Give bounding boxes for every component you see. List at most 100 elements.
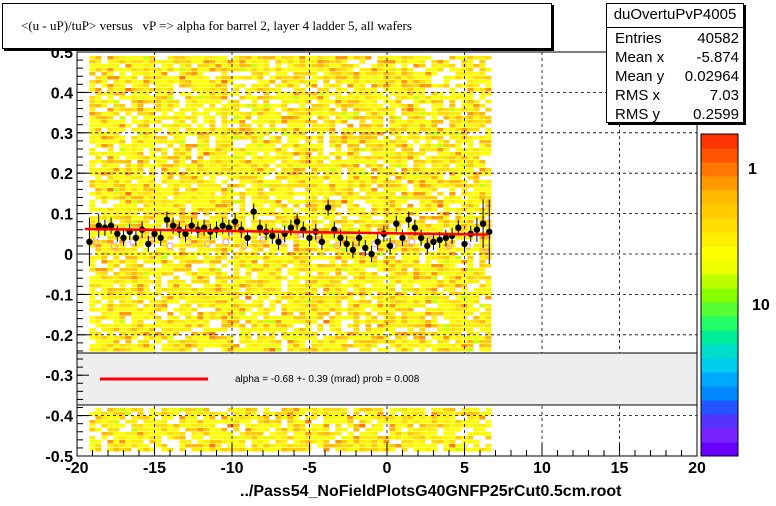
heatmap-cell xyxy=(407,332,414,336)
heatmap-cell xyxy=(143,60,150,64)
heatmap-cell xyxy=(323,168,330,172)
heatmap-cell xyxy=(335,168,342,172)
heatmap-cell xyxy=(233,448,240,452)
heatmap-cell xyxy=(365,412,372,416)
heatmap-cell xyxy=(479,268,486,272)
heatmap-cell xyxy=(479,124,486,128)
heatmap-cell xyxy=(341,440,348,444)
heatmap-cell xyxy=(263,152,270,156)
heatmap-cell xyxy=(137,144,144,148)
heatmap-cell xyxy=(419,204,426,208)
heatmap-cell xyxy=(431,300,438,304)
heatmap-cell xyxy=(467,96,474,100)
heatmap-cell xyxy=(89,84,96,88)
heatmap-cell xyxy=(317,280,324,284)
heatmap-cell xyxy=(131,60,138,64)
heatmap-cell xyxy=(479,240,486,244)
heatmap-cell xyxy=(413,312,420,316)
heatmap-cell xyxy=(185,176,192,180)
heatmap-cell xyxy=(323,124,330,128)
heatmap-cell xyxy=(383,444,390,448)
heatmap-cell xyxy=(155,268,162,272)
heatmap-cell xyxy=(485,284,492,288)
heatmap-cell xyxy=(323,188,330,192)
heatmap-cell xyxy=(317,212,324,216)
heatmap-cell xyxy=(221,84,228,88)
heatmap-cell xyxy=(401,80,408,84)
heatmap-cell xyxy=(257,280,264,284)
heatmap-cell xyxy=(245,264,252,268)
heatmap-cell xyxy=(269,348,276,352)
heatmap-cell xyxy=(257,64,264,68)
heatmap-cell xyxy=(215,300,222,304)
heatmap-cell xyxy=(281,84,288,88)
heatmap-cell xyxy=(371,440,378,444)
heatmap-cell xyxy=(329,436,336,440)
heatmap-cell xyxy=(131,168,138,172)
heatmap-cell xyxy=(311,124,318,128)
heatmap-cell xyxy=(245,136,252,140)
heatmap-cell xyxy=(293,172,300,176)
heatmap-cell xyxy=(197,184,204,188)
heatmap-cell xyxy=(227,204,234,208)
heatmap-cell xyxy=(473,192,480,196)
heatmap-cell xyxy=(371,136,378,140)
heatmap-cell xyxy=(347,152,354,156)
heatmap-cell xyxy=(395,216,402,220)
heatmap-cell xyxy=(89,292,96,296)
heatmap-cell xyxy=(371,320,378,324)
heatmap-cell xyxy=(281,248,288,252)
heatmap-cell xyxy=(395,96,402,100)
heatmap-cell xyxy=(449,124,456,128)
heatmap-cell xyxy=(419,164,426,168)
profile-point xyxy=(306,234,313,242)
heatmap-cell xyxy=(365,132,372,136)
heatmap-cell xyxy=(329,432,336,436)
heatmap-cell xyxy=(227,292,234,296)
heatmap-cell xyxy=(323,128,330,132)
heatmap-cell xyxy=(269,120,276,124)
heatmap-cell xyxy=(353,272,360,276)
heatmap-cell xyxy=(347,224,354,228)
heatmap-cell xyxy=(401,160,408,164)
heatmap-cell xyxy=(311,304,318,308)
heatmap-cell xyxy=(215,268,222,272)
heatmap-cell xyxy=(221,296,228,300)
heatmap-cell xyxy=(305,432,312,436)
heatmap-cell xyxy=(443,416,450,420)
heatmap-cell xyxy=(113,108,120,112)
heatmap-cell xyxy=(473,180,480,184)
heatmap-cell xyxy=(299,112,306,116)
heatmap-cell xyxy=(365,340,372,344)
heatmap-cell xyxy=(203,424,210,428)
heatmap-cell xyxy=(311,188,318,192)
heatmap-cell xyxy=(203,300,210,304)
heatmap-cell xyxy=(221,68,228,72)
heatmap-cell xyxy=(413,108,420,112)
heatmap-cell xyxy=(383,320,390,324)
heatmap-cell xyxy=(287,120,294,124)
heatmap-cell xyxy=(353,140,360,144)
heatmap-cell xyxy=(389,436,396,440)
heatmap-cell xyxy=(149,240,156,244)
heatmap-cell xyxy=(215,288,222,292)
heatmap-cell xyxy=(251,252,258,256)
heatmap-cell xyxy=(233,68,240,72)
profile-point xyxy=(275,238,282,246)
heatmap-cell xyxy=(95,152,102,156)
heatmap-cell xyxy=(431,236,438,240)
heatmap-cell xyxy=(485,348,492,352)
heatmap-cell xyxy=(215,412,222,416)
heatmap-cell xyxy=(143,340,150,344)
heatmap-cell xyxy=(137,276,144,280)
heatmap-cell xyxy=(101,256,108,260)
heatmap-cell xyxy=(185,76,192,80)
heatmap-cell xyxy=(251,408,258,412)
heatmap-cell xyxy=(347,312,354,316)
heatmap-cell xyxy=(137,344,144,348)
heatmap-cell xyxy=(227,284,234,288)
heatmap-cell xyxy=(263,64,270,68)
heatmap-cell xyxy=(191,160,198,164)
heatmap-cell xyxy=(209,316,216,320)
heatmap-cell xyxy=(155,324,162,328)
